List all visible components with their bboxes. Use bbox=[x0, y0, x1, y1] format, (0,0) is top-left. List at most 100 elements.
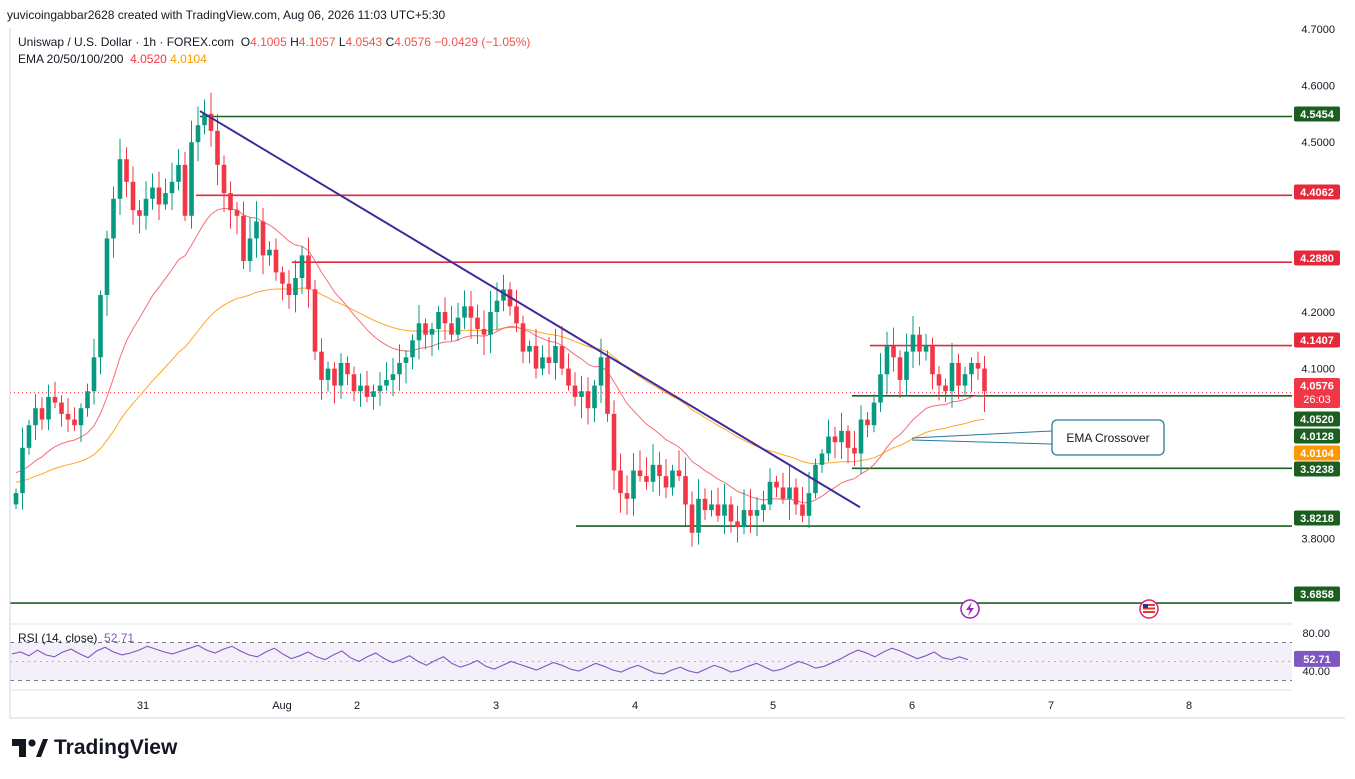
candle-body bbox=[280, 272, 285, 284]
candle bbox=[611, 400, 617, 490]
candle bbox=[709, 490, 714, 517]
candle bbox=[319, 338, 324, 400]
candle-body bbox=[306, 255, 311, 290]
candle bbox=[91, 338, 97, 405]
candle bbox=[917, 326, 922, 366]
candle-body bbox=[91, 357, 97, 392]
candle-body bbox=[598, 357, 604, 386]
y-tick-label: 4.1000 bbox=[1301, 364, 1335, 376]
candle-body bbox=[852, 447, 857, 454]
candle-body bbox=[397, 362, 402, 375]
change-value: −0.0429 (−1.05%) bbox=[434, 35, 531, 49]
candle-body bbox=[676, 470, 682, 477]
candle bbox=[624, 475, 630, 515]
flag-stripe-icon bbox=[1143, 609, 1155, 611]
candle bbox=[533, 328, 539, 379]
candle bbox=[306, 237, 311, 308]
candle-body bbox=[761, 504, 766, 511]
candle-body bbox=[982, 368, 987, 392]
candle bbox=[13, 488, 19, 509]
candle-body bbox=[930, 345, 935, 375]
candle bbox=[728, 496, 734, 533]
candle-body bbox=[878, 374, 883, 403]
candle bbox=[787, 466, 792, 521]
candle bbox=[241, 201, 246, 269]
candle-body bbox=[780, 487, 786, 499]
candle bbox=[871, 394, 877, 433]
symbol-info[interactable]: Uniswap / U.S. Dollar · 1h · FOREX.com O… bbox=[18, 35, 530, 49]
candle-body bbox=[475, 317, 480, 329]
candle-body bbox=[384, 379, 389, 386]
candle-body bbox=[52, 396, 58, 403]
candle-body bbox=[293, 278, 298, 296]
candle bbox=[52, 381, 58, 409]
candle-body bbox=[117, 159, 123, 199]
low-value: 4.0543 bbox=[345, 35, 383, 49]
candle bbox=[852, 430, 857, 466]
candle bbox=[189, 120, 194, 229]
candle bbox=[585, 377, 591, 425]
candle-body bbox=[215, 130, 220, 165]
downtrend-line bbox=[199, 110, 861, 509]
candle-body bbox=[371, 391, 376, 397]
candle bbox=[449, 305, 454, 341]
candle bbox=[806, 472, 812, 528]
candle bbox=[813, 458, 818, 499]
candle bbox=[156, 171, 162, 221]
tradingview-logo-icon bbox=[12, 739, 48, 757]
candle bbox=[982, 355, 987, 412]
candle-body bbox=[358, 385, 363, 392]
price-tag-3.6858 bbox=[1294, 586, 1340, 602]
candle-body bbox=[20, 447, 25, 494]
rsi-legend[interactable]: RSI (14, close) 52.71 bbox=[18, 631, 134, 645]
candle-body bbox=[195, 125, 201, 143]
candle bbox=[930, 337, 935, 390]
candle bbox=[910, 316, 916, 369]
y-tick-label: 3.8000 bbox=[1301, 533, 1335, 545]
candle-body bbox=[312, 289, 318, 352]
candle-body bbox=[143, 198, 149, 216]
candle-body bbox=[728, 504, 734, 522]
flag-stripe-icon bbox=[1143, 604, 1155, 613]
candle-body bbox=[683, 476, 688, 505]
high-value: 4.1057 bbox=[298, 35, 336, 49]
candle bbox=[462, 290, 467, 330]
price-tag-4.5454 bbox=[1294, 106, 1340, 122]
ema-legend[interactable]: EMA 20/50/100/200 4.0520 4.0104 bbox=[18, 52, 207, 66]
callout-pointer bbox=[911, 439, 1053, 445]
open-label: O bbox=[240, 35, 251, 49]
price-tag-text: 4.0520 bbox=[1300, 414, 1334, 426]
candle-body bbox=[813, 464, 818, 494]
callout-box bbox=[1051, 419, 1165, 456]
candle bbox=[702, 488, 708, 520]
candle-body bbox=[904, 351, 909, 380]
candle-body bbox=[455, 317, 461, 335]
candle bbox=[598, 338, 604, 404]
candle bbox=[748, 489, 753, 533]
candle-body bbox=[611, 413, 617, 471]
rsi-value-text: 52.71 bbox=[1303, 654, 1331, 666]
candle-body bbox=[176, 164, 181, 182]
candle bbox=[312, 280, 318, 361]
candle bbox=[878, 353, 883, 413]
candle bbox=[949, 342, 955, 408]
candle-body bbox=[169, 181, 175, 194]
candle-body bbox=[956, 362, 961, 386]
candle-body bbox=[247, 238, 253, 262]
price-tag-text: 4.2880 bbox=[1300, 253, 1334, 265]
candle-body bbox=[748, 510, 753, 516]
candle-body bbox=[715, 504, 721, 516]
candle bbox=[683, 457, 688, 526]
candle bbox=[637, 450, 643, 482]
candle-body bbox=[546, 357, 552, 363]
candle-body bbox=[923, 345, 929, 352]
candle-body bbox=[377, 385, 383, 392]
candle-body bbox=[949, 362, 955, 392]
candle-body bbox=[345, 362, 350, 375]
close-value: 4.0576 bbox=[394, 35, 431, 49]
candle-body bbox=[481, 328, 487, 335]
candle-body bbox=[85, 391, 90, 409]
candle bbox=[247, 217, 253, 272]
candle bbox=[618, 453, 623, 513]
candle-body bbox=[338, 362, 344, 386]
